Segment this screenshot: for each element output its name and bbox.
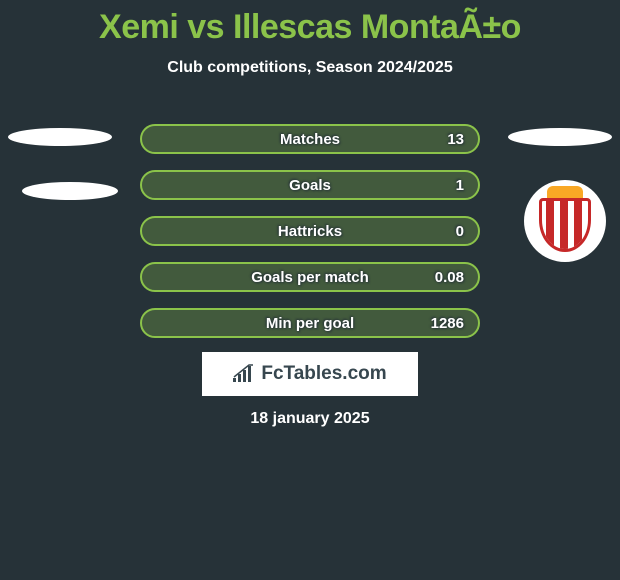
- stat-value-right: 0.08: [435, 269, 464, 286]
- right-stat-marker-1: [508, 128, 612, 146]
- right-club-crest: [524, 180, 606, 262]
- crest-icon: [537, 188, 593, 254]
- stat-row: Goals per match 0.08: [140, 262, 480, 292]
- footer-date: 18 january 2025: [0, 410, 620, 428]
- stat-label: Goals per match: [251, 269, 369, 286]
- stat-row: Goals 1: [140, 170, 480, 200]
- stat-row: Matches 13: [140, 124, 480, 154]
- page-title: Xemi vs Illescas MontaÃ±o: [0, 0, 620, 47]
- stat-row: Hattricks 0: [140, 216, 480, 246]
- stat-value-right: 1: [456, 177, 464, 194]
- stat-label: Hattricks: [278, 223, 342, 240]
- bar-chart-icon: [233, 364, 255, 384]
- stat-value-right: 1286: [431, 315, 464, 332]
- stat-row: Min per goal 1286: [140, 308, 480, 338]
- stat-value-right: 0: [456, 223, 464, 240]
- brand-attribution: FcTables.com: [202, 352, 418, 396]
- stat-label: Min per goal: [266, 315, 354, 332]
- stat-value-right: 13: [447, 131, 464, 148]
- stat-label: Goals: [289, 177, 331, 194]
- stat-label: Matches: [280, 131, 340, 148]
- left-stat-marker-1: [8, 128, 112, 146]
- stats-table: Matches 13 Goals 1 Hattricks 0 Goals per…: [140, 124, 480, 354]
- subtitle: Club competitions, Season 2024/2025: [0, 59, 620, 77]
- left-stat-marker-2: [22, 182, 118, 200]
- brand-text: FcTables.com: [261, 363, 386, 385]
